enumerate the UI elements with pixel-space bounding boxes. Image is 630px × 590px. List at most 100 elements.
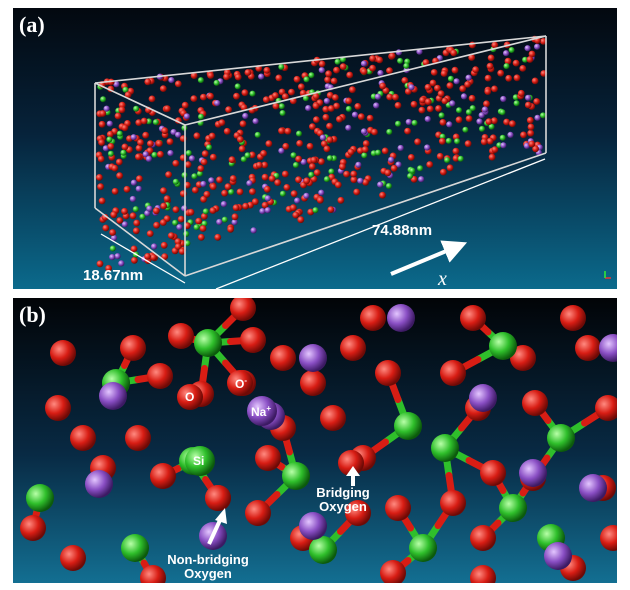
oxygen-atom <box>174 238 182 246</box>
silicon-atom <box>194 329 222 357</box>
oxygen-atom <box>174 243 182 251</box>
oxygen-atom <box>353 188 361 196</box>
non-bridging-arrow-head <box>215 508 227 524</box>
oxygen-atom <box>272 102 280 110</box>
silicon-atom <box>196 170 203 177</box>
sodium-ion <box>544 542 572 570</box>
oxygen-atom <box>289 204 297 212</box>
oxygen-atom <box>241 89 249 97</box>
oxygen-atom <box>140 565 166 583</box>
sodium-atom <box>388 156 395 163</box>
oxygen-atom <box>284 127 292 135</box>
sodium-atom <box>170 129 177 136</box>
oxygen-atom <box>163 105 171 113</box>
oxygen-atom <box>200 158 208 166</box>
oxygen-atom <box>460 305 486 331</box>
oxygen-atom <box>418 106 426 114</box>
silicon-atom <box>120 149 127 156</box>
silicon-atom <box>116 130 123 137</box>
oxygen-atom <box>297 83 305 91</box>
oxygen-atom <box>440 360 466 386</box>
oxygen-atom <box>239 120 247 128</box>
silicon-atom <box>26 484 54 512</box>
silicon-atom <box>185 150 192 156</box>
oxygen-atom <box>50 340 76 366</box>
oxygen-atom <box>125 425 151 451</box>
oxygen-atom <box>307 208 315 216</box>
silicon-atom <box>254 131 261 138</box>
silicon-atom <box>206 144 213 151</box>
oxygen-atom <box>244 69 252 76</box>
silicon-atom <box>385 183 392 189</box>
oxygen-atom <box>236 188 244 196</box>
oxygen-atom <box>218 119 226 126</box>
oxygen-atom <box>129 212 137 220</box>
silicon-atom <box>312 207 319 214</box>
sodium-atom <box>109 254 116 261</box>
oxygen-atom <box>240 327 266 353</box>
oxygen-atom <box>160 202 168 210</box>
box-length-label: 74.88nm <box>372 222 433 239</box>
silicon-atom <box>345 105 352 112</box>
sodium-atom <box>294 197 301 204</box>
oxygen-atom <box>234 73 242 81</box>
sodium-atom <box>188 155 196 162</box>
oxygen-atom <box>150 463 176 489</box>
sodium-atom <box>168 77 175 84</box>
oxygen-atom <box>472 66 479 73</box>
sodium-atom <box>167 150 174 157</box>
sodium-atom <box>360 128 368 135</box>
silicon-atom <box>409 167 416 174</box>
oxygen-atom <box>228 156 236 164</box>
silicon-atom <box>469 105 476 112</box>
oxygen-atom <box>369 55 376 62</box>
oxygen-atom <box>347 148 355 156</box>
oxygen-atom <box>303 177 311 185</box>
oxygen-atom <box>207 72 215 79</box>
oxygen-atom <box>491 146 499 154</box>
oxygen-atom <box>320 405 346 431</box>
silicon-atom <box>522 56 529 63</box>
oxygen-atom <box>320 140 328 148</box>
silicon-atom <box>172 178 179 185</box>
sodium-atom <box>258 73 265 80</box>
silicon-atom <box>109 245 116 252</box>
oxygen-atom <box>231 213 239 221</box>
sodium-ion <box>299 344 327 372</box>
oxygen-atom <box>310 156 318 164</box>
oxygen-atom <box>135 153 142 161</box>
silicon-atom <box>279 190 286 197</box>
oxygen-atom <box>450 49 458 57</box>
silicon-atom <box>457 155 464 162</box>
labeled-sodium-ion <box>247 396 277 426</box>
oxygen-atom <box>232 204 240 212</box>
oxygen-atom <box>260 150 267 157</box>
oxygen-atom <box>526 56 534 63</box>
oxygen-atom <box>97 155 105 163</box>
oxygen-atom <box>451 66 459 74</box>
oxygen-atom <box>201 150 209 158</box>
oxygen-atom <box>261 173 269 181</box>
panel-b-atomic-structure: (b) O O- Na+ Si Bridging Oxygen Non-brid… <box>13 298 617 583</box>
oxygen-atom <box>362 178 369 186</box>
silicon-atom <box>184 240 191 247</box>
sodium-atom <box>500 142 507 149</box>
silicon-atom <box>547 424 575 452</box>
oxygen-atom <box>295 155 302 163</box>
sodium-ion <box>85 470 113 498</box>
sodium-ion <box>469 384 497 412</box>
silicon-atom <box>151 151 158 158</box>
oxygen-atom <box>362 140 370 147</box>
oxygen-atom <box>161 127 169 135</box>
sodium-atom <box>525 94 532 101</box>
oxygen-atom <box>401 77 409 84</box>
oxygen-atom <box>379 82 387 90</box>
non-bridging-oxygen-atom <box>205 485 231 511</box>
oxygen-atom <box>251 198 259 206</box>
oxygen-atom <box>483 100 490 108</box>
sodium-atom <box>355 161 362 168</box>
oxygen-atom <box>282 142 290 150</box>
oxygen-atom <box>96 174 103 181</box>
sodium-ion <box>387 304 415 332</box>
oxygen-atom <box>327 105 335 112</box>
